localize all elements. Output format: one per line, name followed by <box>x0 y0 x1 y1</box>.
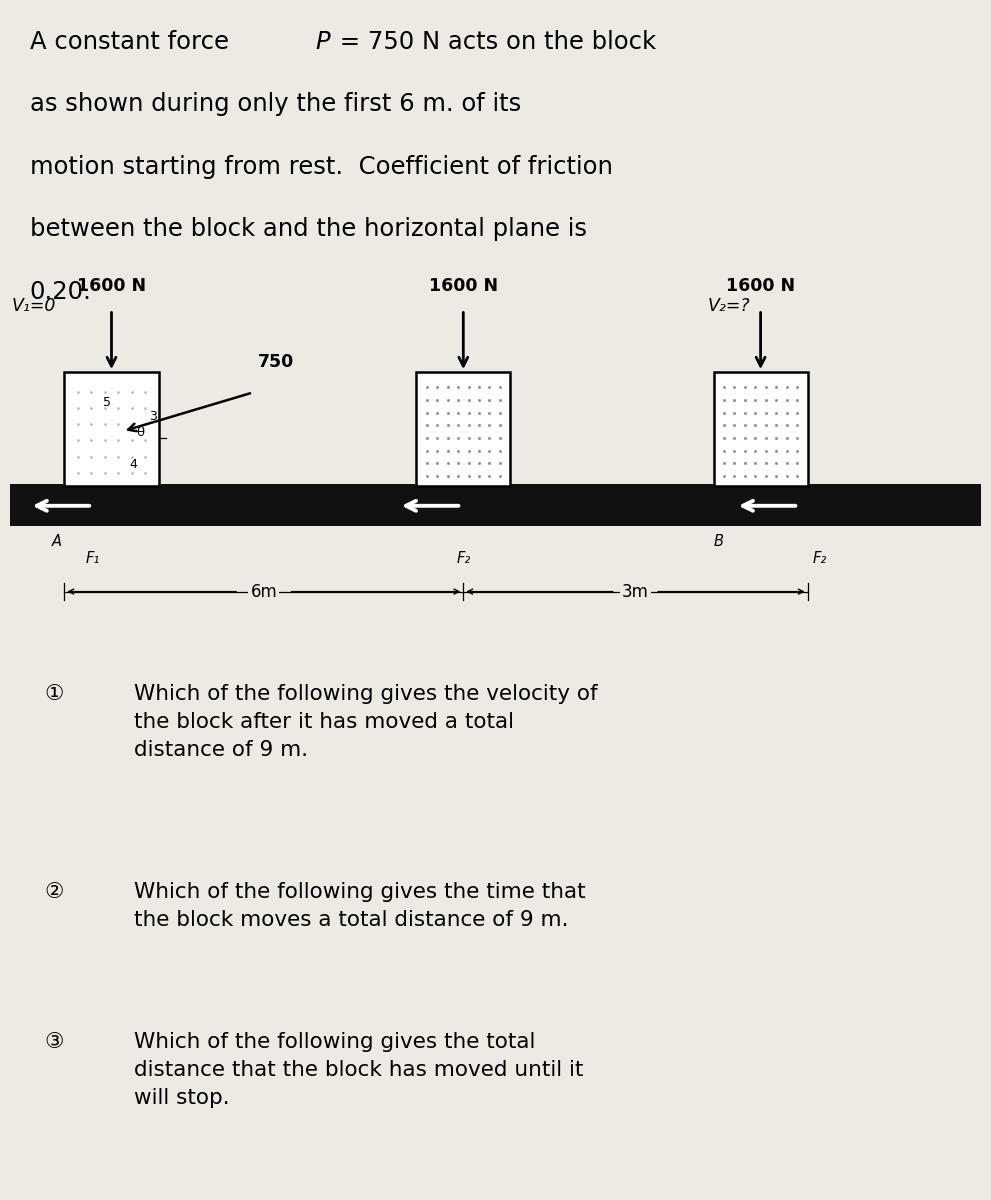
Text: 750: 750 <box>258 353 294 371</box>
Text: between the block and the horizontal plane is: between the block and the horizontal pla… <box>30 217 587 241</box>
Text: A constant force: A constant force <box>30 30 237 54</box>
Text: V₂=?: V₂=? <box>708 296 751 314</box>
Text: ①: ① <box>45 684 63 704</box>
Text: 3m: 3m <box>622 583 649 601</box>
Text: 0.20.: 0.20. <box>30 280 91 304</box>
Text: V₁=0: V₁=0 <box>12 296 56 314</box>
Text: P: P <box>315 30 330 54</box>
Text: F₂: F₂ <box>456 551 471 566</box>
Text: 6m: 6m <box>251 583 277 601</box>
Text: Which of the following gives the time that
the block moves a total distance of 9: Which of the following gives the time th… <box>134 882 586 930</box>
Text: F₁: F₁ <box>85 551 100 566</box>
Text: 1600 N: 1600 N <box>77 277 146 295</box>
Bar <box>714 372 808 486</box>
Text: Which of the following gives the total
distance that the block has moved until i: Which of the following gives the total d… <box>134 1032 583 1108</box>
Text: 1600 N: 1600 N <box>429 277 497 295</box>
Text: B: B <box>714 534 723 550</box>
Text: Which of the following gives the velocity of
the block after it has moved a tota: Which of the following gives the velocit… <box>134 684 598 760</box>
Text: as shown during only the first 6 m. of its: as shown during only the first 6 m. of i… <box>30 92 521 116</box>
Text: 1600 N: 1600 N <box>726 277 795 295</box>
Text: F₂: F₂ <box>813 551 826 566</box>
Text: = 750 N acts on the block: = 750 N acts on the block <box>332 30 656 54</box>
Text: 5: 5 <box>103 396 111 409</box>
Bar <box>416 372 510 486</box>
Text: motion starting from rest.  Coefficient of friction: motion starting from rest. Coefficient o… <box>30 155 612 179</box>
Text: ②: ② <box>45 882 63 902</box>
Text: A: A <box>52 534 61 550</box>
Text: 3: 3 <box>150 410 158 424</box>
Text: ③: ③ <box>45 1032 63 1052</box>
Text: 4: 4 <box>130 458 138 472</box>
Bar <box>10 484 981 526</box>
Bar <box>64 372 159 486</box>
Text: θ: θ <box>137 426 145 439</box>
